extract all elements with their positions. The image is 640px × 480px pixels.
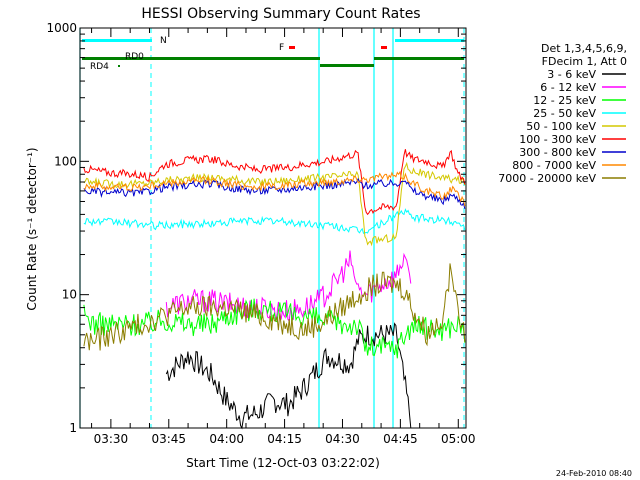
flag-rd4-mark [118,65,120,67]
legend-label-8: 7000 - 20000 keV [498,172,596,185]
chart-title: HESSI Observing Summary Count Rates [141,6,420,22]
y-axis-label: Count Rate (s⁻¹ detector⁻¹) [25,147,39,310]
x-axis-label: Start Time (12-Oct-03 03:22:02) [186,456,380,470]
x-tick-label: 04:45 [383,432,418,446]
x-tick-label: 05:00 [441,432,476,446]
series-line-3 [83,208,466,234]
legend-header-line-1: Det 1,3,4,5,6,9, [541,42,627,55]
flag-rd0-bar [82,57,320,60]
x-tick-label: 03:45 [151,432,186,446]
flag-n-label: N [160,36,167,46]
legend-label-4: 50 - 100 keV [526,120,596,133]
x-tick-label: 04:15 [267,432,302,446]
flag-f-bar [289,46,295,49]
legend-label-6: 300 - 800 keV [519,146,596,159]
legend-label-3: 25 - 50 keV [533,107,596,120]
flag-n-bar [82,39,152,42]
series-line-6 [83,177,466,209]
y-tick-label: 100 [54,154,77,168]
legend-label-7: 800 - 7000 keV [512,159,596,172]
flag-rd0-bar [320,64,374,67]
flag-rd0-label: RD0 [125,52,144,62]
y-tick-label: 1000 [46,21,77,35]
flag-rd4-label: RD4 [90,62,109,72]
series-layer [83,149,466,430]
series-line-8 [83,263,466,351]
flag-rd0-bar [374,57,464,60]
flag-n-bar [395,39,464,42]
series-line-2 [83,298,466,359]
plot-frame [79,27,467,429]
legend-header-line-2: FDecim 1, Att 0 [542,55,627,68]
series-line-4 [83,161,466,247]
axes-layer: 1 10 100 1000 03:30 03:45 04:00 04:15 04:30 04:45… [46,21,475,446]
flags-layer: N RD0 RD4 F [82,36,464,72]
series-line-5 [83,149,466,216]
legend-label-1: 6 - 12 keV [540,81,596,94]
legend-label-5: 100 - 300 keV [519,133,596,146]
x-tick-label: 04:00 [209,432,244,446]
date-stamp: 24-Feb-2010 08:40 [556,469,632,478]
y-tick-label: 10 [62,288,77,302]
legend-label-0: 3 - 6 keV [547,68,596,81]
series-line-7 [83,170,466,207]
series-line-0 [165,322,412,430]
x-tick-label: 04:30 [325,432,360,446]
legend: Det 1,3,4,5,6,9, FDecim 1, Att 0 3 - 6 k… [498,42,627,185]
y-tick-label: 1 [69,421,77,435]
x-tick-label: 03:30 [94,432,129,446]
flag-f-label: F [279,43,284,53]
legend-label-2: 12 - 25 keV [533,94,596,107]
flag-f-bar [381,46,387,49]
